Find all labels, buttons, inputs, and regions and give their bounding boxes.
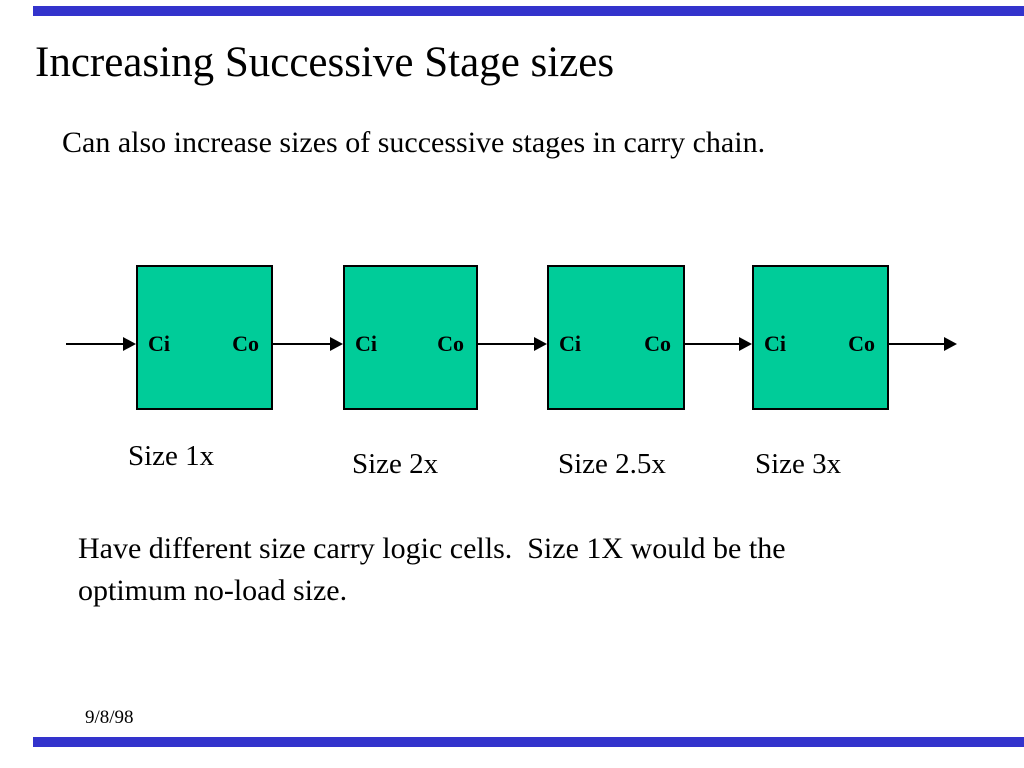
arrow-line	[683, 343, 741, 345]
stage-box: Ci Co	[136, 265, 273, 410]
slide-title: Increasing Successive Stage sizes	[35, 39, 615, 86]
stage-size-label: Size 1x	[128, 440, 215, 472]
top-accent-bar	[33, 6, 1024, 16]
carry-arrow	[66, 337, 136, 351]
arrow-head-icon	[944, 337, 957, 351]
bottom-accent-bar	[33, 737, 1024, 747]
body-text: Have different size carry logic cells. S…	[78, 528, 786, 612]
stage-output-pin-label: Co	[437, 331, 464, 356]
stage-size-label: Size 3x	[755, 448, 842, 480]
stage-output-pin-label: Co	[644, 331, 671, 356]
stage-box: Ci Co	[343, 265, 478, 410]
arrow-line	[887, 343, 946, 345]
arrow-line	[271, 343, 332, 345]
stage-box: Ci Co	[547, 265, 685, 410]
body-line: Have different size carry logic cells. S…	[78, 532, 786, 565]
stage-size-label: Size 2x	[352, 448, 439, 480]
arrow-head-icon	[739, 337, 752, 351]
slide-subtitle: Can also increase sizes of successive st…	[62, 126, 766, 159]
stage-size-label: Size 2.5x	[558, 448, 666, 480]
arrow-head-icon	[330, 337, 343, 351]
slide-date: 9/8/98	[85, 707, 134, 728]
carry-arrow	[887, 337, 957, 351]
stage-output-pin-label: Co	[848, 331, 875, 356]
stage-input-pin-label: Ci	[559, 331, 581, 356]
stage-output-pin-label: Co	[232, 331, 259, 356]
carry-arrow	[683, 337, 752, 351]
stage-input-pin-label: Ci	[355, 331, 377, 356]
arrow-line	[476, 343, 536, 345]
body-line: optimum no-load size.	[78, 574, 348, 607]
stage-input-pin-label: Ci	[148, 331, 170, 356]
carry-arrow	[476, 337, 547, 351]
carry-arrow	[271, 337, 343, 351]
arrow-head-icon	[534, 337, 547, 351]
arrow-head-icon	[123, 337, 136, 351]
arrow-line	[66, 343, 125, 345]
stage-box: Ci Co	[752, 265, 889, 410]
stage-input-pin-label: Ci	[764, 331, 786, 356]
